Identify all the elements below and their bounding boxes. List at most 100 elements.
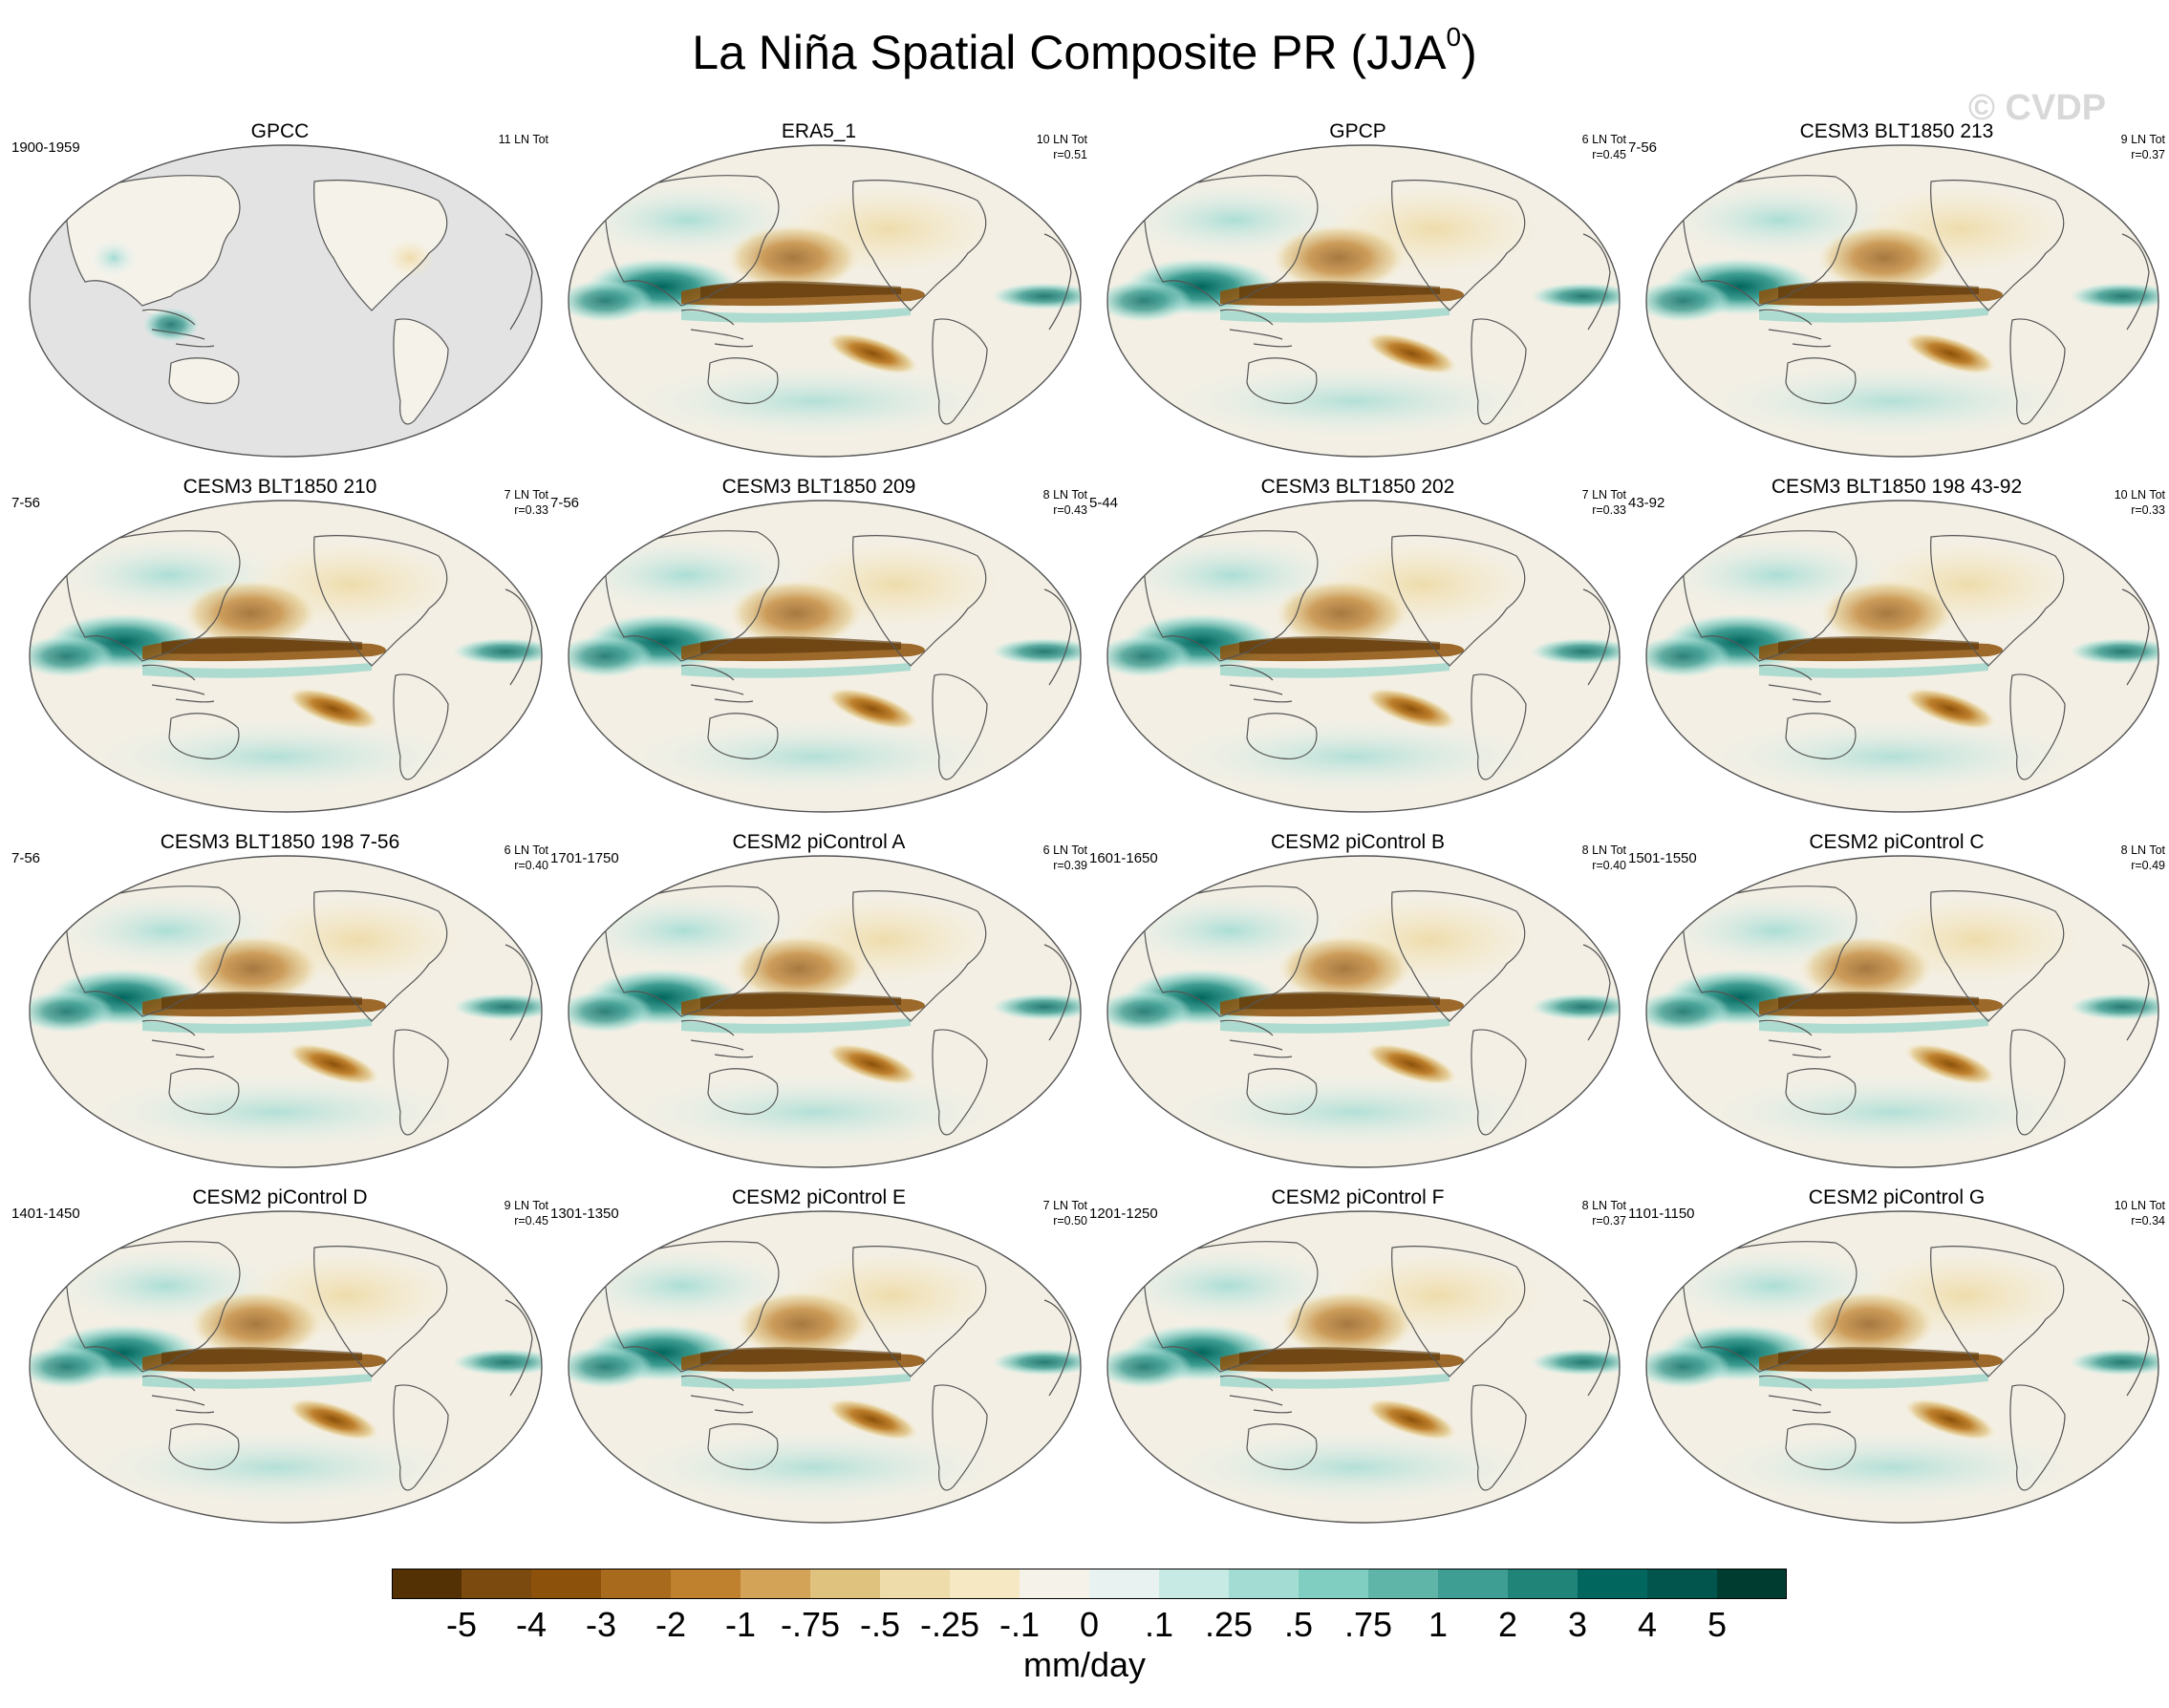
colorbar-tick-label: -5 bbox=[445, 1605, 478, 1644]
map-panel: CESM2 piControl F 1201-1250 8 LN Tot r=0.37 bbox=[1089, 1186, 1626, 1530]
panel-stats: 11 LN Tot bbox=[499, 132, 548, 147]
panel-stats: 7 LN Tot r=0.50 bbox=[1043, 1198, 1087, 1228]
colorbar-tick-label: -3 bbox=[585, 1605, 617, 1644]
colorbar-tick-label: 4 bbox=[1637, 1605, 1658, 1644]
panel-pattern-correlation: r=0.33 bbox=[2131, 503, 2165, 517]
panel-pattern-correlation: r=0.50 bbox=[1053, 1214, 1087, 1228]
panel-title: CESM2 piControl D bbox=[192, 1186, 368, 1208]
panel-event-count: 9 LN Tot bbox=[2120, 133, 2165, 146]
panel-years: 1701-1750 bbox=[550, 850, 619, 866]
colorbar-swatch bbox=[950, 1569, 1020, 1599]
figure-title: La Niña Spatial Composite PR (JJA0) bbox=[692, 22, 1477, 79]
panel-stats: 6 LN Tot r=0.40 bbox=[505, 843, 548, 873]
panel-event-count: 7 LN Tot bbox=[1581, 488, 1626, 502]
panel-stats: 7 LN Tot r=0.33 bbox=[1582, 487, 1626, 518]
colorbar-swatch bbox=[1020, 1569, 1090, 1599]
panel-pattern-correlation: r=0.33 bbox=[514, 503, 548, 517]
map-panel: CESM3 BLT1850 202 5-44 7 LN Tot r=0.33 bbox=[1089, 476, 1626, 820]
panel-stats: 8 LN Tot r=0.37 bbox=[1582, 1198, 1626, 1228]
map-panel: CESM2 piControl D 1401-1450 9 LN Tot r=0.45 bbox=[11, 1186, 548, 1530]
precip-map bbox=[568, 855, 1082, 1168]
panel-event-count: 8 LN Tot bbox=[1581, 1199, 1626, 1212]
colorbar-swatch bbox=[1438, 1569, 1509, 1599]
colorbar-swatch bbox=[1089, 1569, 1160, 1599]
panel-event-count: 6 LN Tot bbox=[1042, 843, 1087, 857]
cvdp-watermark: © CVDP bbox=[1968, 88, 2107, 128]
panel-stats: 10 LN Tot r=0.33 bbox=[2115, 487, 2165, 518]
map-panel: GPCP 6 LN Tot r=0.45 bbox=[1089, 120, 1626, 464]
colorbar-swatch bbox=[741, 1569, 811, 1599]
panel-title: CESM3 BLT1850 198 7-56 bbox=[160, 831, 400, 853]
panel-years: 7-56 bbox=[11, 850, 41, 866]
panel-event-count: 8 LN Tot bbox=[1042, 488, 1087, 502]
colorbar-tick-label: .1 bbox=[1144, 1605, 1174, 1644]
map-panel: CESM2 piControl E 1301-1350 7 LN Tot r=0.50 bbox=[550, 1186, 1087, 1530]
colorbar-tick-label: -.25 bbox=[919, 1605, 980, 1644]
map-panel: CESM3 BLT1850 213 7-56 9 LN Tot r=0.37 bbox=[1628, 120, 2165, 464]
colorbar-tick-label: .5 bbox=[1283, 1605, 1314, 1644]
panel-pattern-correlation: r=0.33 bbox=[1592, 503, 1626, 517]
precip-map bbox=[1645, 500, 2159, 813]
map-panel: CESM3 BLT1850 198 43-92 43-92 10 LN Tot r=0… bbox=[1628, 476, 2165, 820]
colorbar-tick-label: -4 bbox=[515, 1605, 548, 1644]
precip-map bbox=[1106, 144, 1621, 458]
panel-pattern-correlation: r=0.40 bbox=[514, 859, 548, 872]
panel-title: CESM2 piControl B bbox=[1270, 831, 1446, 853]
map-panel: CESM3 BLT1850 209 7-56 8 LN Tot r=0.43 bbox=[550, 476, 1087, 820]
panel-stats: 8 LN Tot r=0.49 bbox=[2121, 843, 2165, 873]
precip-map bbox=[29, 144, 543, 458]
colorbar-swatch bbox=[1299, 1569, 1369, 1599]
panel-pattern-correlation: r=0.51 bbox=[1053, 148, 1087, 161]
colorbar-tick-label: -2 bbox=[655, 1605, 687, 1644]
panel-title: CESM3 BLT1850 198 43-92 bbox=[1771, 476, 2023, 498]
panel-event-count: 6 LN Tot bbox=[1581, 133, 1626, 146]
colorbar-tick-label: .25 bbox=[1204, 1605, 1254, 1644]
panel-title: CESM3 BLT1850 213 bbox=[1799, 120, 1994, 142]
colorbar-tick-label: 0 bbox=[1079, 1605, 1100, 1644]
precip-map bbox=[29, 855, 543, 1168]
panel-event-count: 7 LN Tot bbox=[1042, 1199, 1087, 1212]
panel-stats: 6 LN Tot r=0.39 bbox=[1043, 843, 1087, 873]
map-panel: CESM2 piControl B 1601-1650 8 LN Tot r=0.40 bbox=[1089, 831, 1626, 1175]
panel-event-count: 8 LN Tot bbox=[2120, 843, 2165, 857]
panel-years: 7-56 bbox=[550, 495, 580, 511]
panel-title: CESM2 piControl A bbox=[732, 831, 906, 853]
panel-event-count: 10 LN Tot bbox=[1036, 133, 1087, 146]
panel-years: 1301-1350 bbox=[550, 1206, 619, 1222]
map-panel: CESM3 BLT1850 210 7-56 7 LN Tot r=0.33 bbox=[11, 476, 548, 820]
colorbar-swatch bbox=[1647, 1569, 1718, 1599]
panel-title: CESM3 BLT1850 209 bbox=[721, 476, 916, 498]
panel-title: CESM2 piControl C bbox=[1809, 831, 1985, 853]
panel-title: CESM2 piControl F bbox=[1271, 1186, 1445, 1208]
panel-years: 1601-1650 bbox=[1089, 850, 1158, 866]
precip-map bbox=[568, 1210, 1082, 1524]
map-panel: CESM3 BLT1850 198 7-56 7-56 6 LN Tot r=0.40 bbox=[11, 831, 548, 1175]
panel-title: CESM2 piControl E bbox=[731, 1186, 907, 1208]
colorbar-swatch bbox=[392, 1569, 462, 1599]
panel-title: CESM2 piControl G bbox=[1808, 1186, 1986, 1208]
panel-title: CESM3 BLT1850 210 bbox=[183, 476, 377, 498]
colorbar-swatch bbox=[1368, 1569, 1439, 1599]
map-panel: CESM2 piControl G 1101-1150 10 LN Tot r=0.3… bbox=[1628, 1186, 2165, 1530]
panel-stats: 8 LN Tot r=0.40 bbox=[1582, 843, 1626, 873]
colorbar-tick-label: 2 bbox=[1497, 1605, 1518, 1644]
panel-pattern-correlation: r=0.34 bbox=[2131, 1214, 2165, 1228]
panel-event-count: 10 LN Tot bbox=[2114, 1199, 2165, 1212]
panel-event-count: 9 LN Tot bbox=[504, 1199, 548, 1212]
precip-map bbox=[1645, 1210, 2159, 1524]
panel-stats: 10 LN Tot r=0.51 bbox=[1037, 132, 1087, 162]
map-panel: ERA5_1 10 LN Tot r=0.51 bbox=[550, 120, 1087, 464]
colorbar-tick-label: -1 bbox=[724, 1605, 757, 1644]
panel-pattern-correlation: r=0.39 bbox=[1053, 859, 1087, 872]
colorbar-swatch bbox=[671, 1569, 741, 1599]
precip-map bbox=[29, 500, 543, 813]
panel-pattern-correlation: r=0.40 bbox=[1592, 859, 1626, 872]
panel-stats: 8 LN Tot r=0.43 bbox=[1043, 487, 1087, 518]
precip-map bbox=[1106, 500, 1621, 813]
panel-years: 1201-1250 bbox=[1089, 1206, 1158, 1222]
map-panel: GPCC 1900-1959 11 LN Tot bbox=[11, 120, 548, 464]
panel-years: 43-92 bbox=[1628, 495, 1665, 511]
colorbar-swatch bbox=[1717, 1569, 1787, 1599]
panel-years: 1401-1450 bbox=[11, 1206, 80, 1222]
panel-pattern-correlation: r=0.45 bbox=[1592, 148, 1626, 161]
